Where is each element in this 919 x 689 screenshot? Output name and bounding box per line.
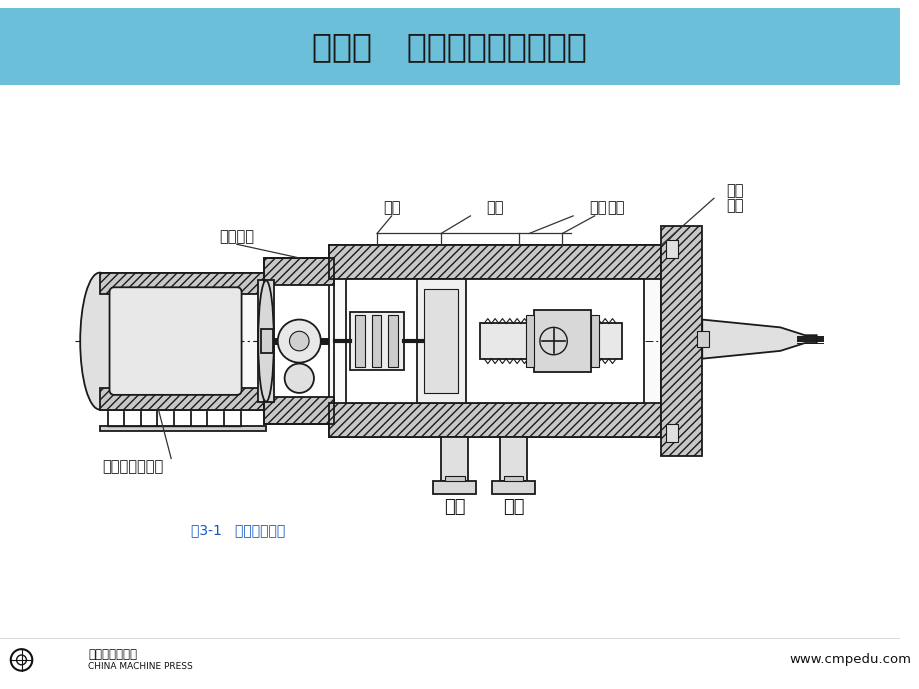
Bar [590,315,598,367]
Text: 丝杠: 丝杠 [588,200,606,216]
Text: 减速齿轮: 减速齿轮 [219,229,254,244]
Bar [99,273,266,294]
Bar [533,310,590,372]
Bar [480,323,621,359]
Bar [440,437,468,481]
Text: 马达: 马达 [726,198,743,214]
Ellipse shape [258,280,274,402]
Bar [328,245,661,437]
Bar [99,388,266,409]
Bar [697,331,709,347]
Bar [424,289,458,393]
Ellipse shape [80,273,119,409]
Bar [350,311,403,371]
Bar [388,315,398,367]
Bar [416,280,465,402]
Bar [492,481,535,493]
Text: CHINA MACHINE PRESS: CHINA MACHINE PRESS [88,662,193,671]
Bar [264,258,335,285]
Text: 阀体: 阀体 [485,200,503,216]
Bar [0,8,899,85]
Bar [499,437,527,481]
Text: 滑阀: 滑阀 [382,200,400,216]
FancyBboxPatch shape [109,287,242,395]
Bar [261,329,273,353]
Bar [661,226,701,457]
Bar [346,280,643,402]
Bar [371,315,381,367]
Text: www.cmpedu.com: www.cmpedu.com [789,653,911,666]
Text: 图3-1   电液伺服马达: 图3-1 电液伺服马达 [190,523,285,537]
Circle shape [289,331,309,351]
Bar [99,273,266,409]
Text: 进油: 进油 [444,498,465,516]
Bar [526,315,533,367]
Bar [665,240,677,258]
Circle shape [284,364,313,393]
Bar [328,245,661,280]
Bar [665,424,677,442]
Bar [433,481,476,493]
Bar [264,258,335,424]
Text: 伺服步进电动机: 伺服步进电动机 [103,459,164,474]
Bar [258,280,274,402]
Circle shape [278,320,321,362]
Polygon shape [701,320,816,359]
Text: 第三章   数控机床的进给运动: 第三章 数控机床的进给运动 [312,30,586,63]
Bar [264,397,335,424]
Bar [99,426,266,431]
Text: 机械工业出版社: 机械工业出版社 [88,648,137,661]
Text: 液压: 液压 [726,183,743,198]
Bar [503,476,523,481]
Text: 螺母: 螺母 [607,200,624,216]
Bar [445,476,464,481]
Bar [355,315,365,367]
Bar [328,402,661,437]
Text: 回油: 回油 [502,498,524,516]
